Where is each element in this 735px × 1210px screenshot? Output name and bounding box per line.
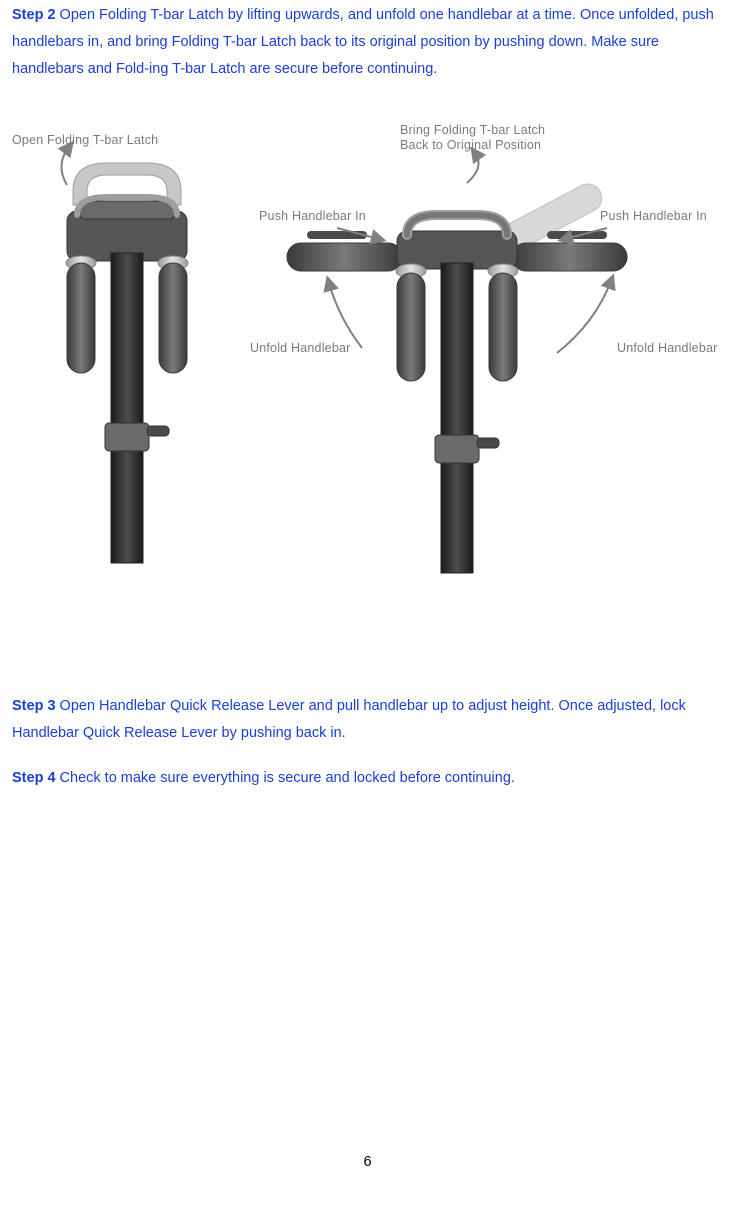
diagram-label-push-left: Push Handlebar In <box>259 209 366 224</box>
diagram-label-unfold-left: Unfold Handlebar <box>250 341 350 356</box>
arrow-open-latch <box>61 147 69 185</box>
left-tbar-group <box>61 147 188 563</box>
arrow-bring-latch-back <box>467 153 479 183</box>
page-number: 6 <box>0 1154 735 1170</box>
right-grip-folded-r <box>489 273 517 381</box>
step-4-label: Step 4 <box>12 770 56 786</box>
left-grip-folded-r <box>397 273 425 381</box>
diagram-label-push-right: Push Handlebar In <box>600 209 707 224</box>
step-2-paragraph: Step 2 Open Folding T-bar Latch by lifti… <box>12 2 723 83</box>
arrow-unfold-left <box>329 283 362 348</box>
step-3-body: Open Handlebar Quick Release Lever and p… <box>12 698 686 741</box>
right-grip-folded <box>159 263 187 373</box>
step-3-label: Step 3 <box>12 698 56 714</box>
left-handlebar-unfolded <box>287 231 402 271</box>
arrow-unfold-right <box>557 281 611 353</box>
step-3-paragraph: Step 3 Open Handlebar Quick Release Leve… <box>12 693 723 747</box>
diagram-label-unfold-right: Unfold Handlebar <box>617 341 717 356</box>
handlebar-diagram: Open Folding T-bar Latch Bring Folding T… <box>12 123 723 633</box>
diagram-label-bring-back-line2: Back to Original Position <box>400 138 541 153</box>
step-4-paragraph: Step 4 Check to make sure everything is … <box>12 765 723 792</box>
step-2-body: Open Folding T-bar Latch by lifting upwa… <box>12 7 714 77</box>
step-4-body: Check to make sure everything is secure … <box>56 770 515 786</box>
step-2-label: Step 2 <box>12 7 56 23</box>
diagram-label-bring-back-line1: Bring Folding T-bar Latch <box>400 123 545 138</box>
handlebar-diagram-svg <box>12 123 723 633</box>
left-grip-folded <box>67 263 95 373</box>
diagram-label-open-latch: Open Folding T-bar Latch <box>12 133 158 148</box>
